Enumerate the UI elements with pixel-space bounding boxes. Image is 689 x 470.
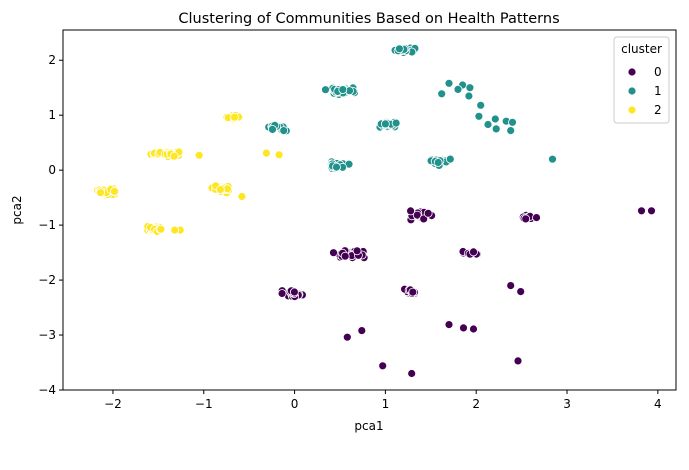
x-tick-label: −2 — [104, 397, 122, 411]
data-point-cluster-1 — [268, 124, 277, 134]
y-tick-label: −3 — [38, 328, 56, 342]
legend-box — [613, 36, 670, 124]
legend: cluster 0 1 2 — [613, 36, 670, 124]
x-axis-label: pca1 — [354, 419, 383, 433]
data-point-cluster-1 — [394, 44, 404, 54]
legend-marker-1 — [627, 86, 637, 96]
x-tick-label: 1 — [382, 397, 390, 411]
legend-label-2: 2 — [654, 103, 662, 117]
data-point-cluster-0 — [444, 320, 454, 330]
points-layer — [93, 43, 656, 378]
legend-title: cluster — [621, 42, 662, 56]
data-point-cluster-2 — [170, 225, 180, 235]
data-point-cluster-0 — [412, 210, 422, 220]
data-point-cluster-2 — [96, 188, 105, 198]
data-point-cluster-0 — [516, 287, 526, 297]
data-point-cluster-2 — [156, 224, 166, 234]
data-point-cluster-0 — [408, 287, 418, 297]
legend-items: 0 1 2 — [627, 65, 662, 117]
data-point-cluster-1 — [464, 91, 474, 101]
data-point-cluster-0 — [637, 206, 646, 216]
legend-marker-0 — [627, 67, 637, 77]
data-point-cluster-0 — [277, 289, 287, 298]
plot-frame — [62, 29, 677, 391]
data-point-cluster-0 — [506, 281, 516, 291]
data-point-cluster-1 — [433, 158, 443, 167]
data-point-cluster-1 — [490, 114, 500, 124]
data-point-cluster-0 — [340, 251, 350, 261]
data-point-cluster-1 — [380, 119, 390, 129]
data-point-cluster-1 — [506, 126, 516, 136]
data-point-cluster-0 — [329, 248, 338, 258]
data-point-cluster-0 — [647, 206, 656, 216]
data-point-cluster-0 — [469, 247, 478, 257]
data-point-cluster-0 — [532, 213, 541, 223]
x-axis: −2 −1 0 1 2 3 4 — [104, 390, 662, 411]
data-point-cluster-1 — [437, 89, 447, 99]
data-point-cluster-0 — [406, 206, 416, 216]
legend-label-1: 1 — [654, 84, 662, 98]
data-point-cluster-2 — [110, 186, 119, 196]
x-tick-label: 2 — [472, 397, 480, 411]
data-point-cluster-2 — [261, 148, 271, 158]
data-point-cluster-1 — [391, 118, 401, 128]
data-point-cluster-1 — [279, 126, 289, 136]
y-tick-label: −2 — [38, 273, 56, 287]
data-point-cluster-0 — [357, 326, 367, 336]
data-point-cluster-1 — [338, 85, 348, 94]
data-point-cluster-1 — [321, 85, 330, 95]
data-point-cluster-0 — [289, 287, 299, 297]
data-point-cluster-0 — [469, 324, 478, 334]
legend-label-0: 0 — [654, 65, 662, 79]
data-point-cluster-1 — [332, 162, 341, 172]
y-tick-label: 1 — [48, 108, 56, 122]
data-point-cluster-1 — [483, 120, 493, 129]
data-point-cluster-1 — [476, 100, 486, 110]
data-point-cluster-1 — [465, 83, 475, 93]
data-point-cluster-1 — [445, 154, 455, 164]
y-tick-label: −4 — [38, 383, 56, 397]
data-point-cluster-2 — [237, 192, 247, 201]
data-point-cluster-1 — [444, 78, 454, 88]
data-point-cluster-2 — [194, 150, 204, 160]
data-point-cluster-2 — [169, 151, 179, 161]
y-axis: 2 1 0 −1 −2 −3 −4 — [38, 53, 63, 397]
data-point-cluster-0 — [407, 369, 417, 378]
data-point-cluster-0 — [352, 246, 362, 256]
data-point-cluster-1 — [474, 111, 484, 121]
data-point-cluster-0 — [521, 214, 531, 224]
x-tick-label: 0 — [291, 397, 299, 411]
x-tick-label: 3 — [563, 397, 571, 411]
y-axis-label: pca2 — [10, 195, 24, 224]
data-point-cluster-2 — [215, 185, 225, 195]
x-tick-label: 4 — [654, 397, 662, 411]
data-point-cluster-1 — [453, 85, 463, 94]
x-tick-label: −1 — [195, 397, 213, 411]
data-point-cluster-0 — [459, 323, 468, 333]
chart-title: Clustering of Communities Based on Healt… — [178, 11, 559, 27]
y-tick-label: 0 — [48, 163, 56, 177]
y-tick-label: 2 — [48, 53, 56, 67]
data-point-cluster-0 — [513, 356, 523, 366]
data-point-cluster-1 — [548, 154, 557, 164]
data-point-cluster-2 — [230, 112, 240, 122]
data-point-cluster-1 — [491, 124, 501, 134]
data-point-cluster-0 — [342, 332, 352, 342]
data-point-cluster-1 — [508, 117, 517, 127]
legend-marker-2 — [627, 105, 637, 115]
data-point-cluster-0 — [423, 208, 433, 218]
y-tick-label: −1 — [38, 218, 56, 232]
data-point-cluster-0 — [378, 361, 388, 371]
data-point-cluster-2 — [274, 150, 284, 160]
